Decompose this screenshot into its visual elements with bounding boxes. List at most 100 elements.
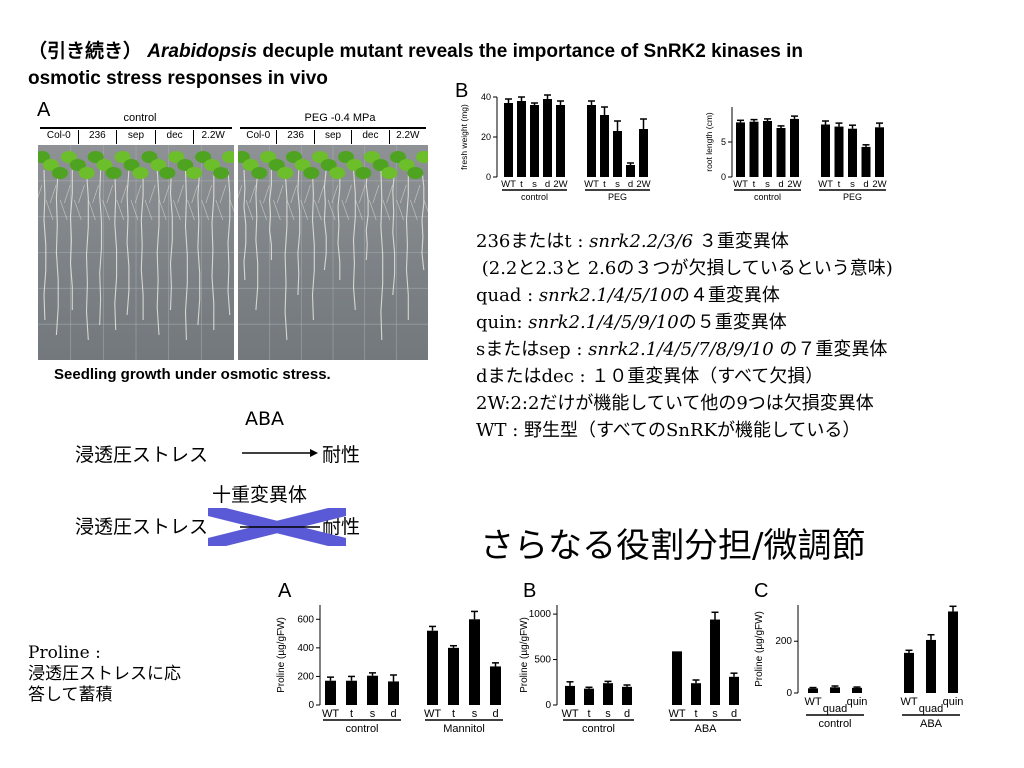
root-branch: [317, 184, 336, 221]
pro-a-bar: [346, 680, 357, 705]
root-branch: [238, 184, 254, 221]
fw-y-tick-label: 20: [481, 132, 491, 142]
pro-b-bar: [691, 683, 701, 705]
seedling-leaf: [312, 151, 328, 163]
pro-c-y-label: Proline (µg/gFW): [754, 611, 765, 687]
rl-bar: [821, 124, 830, 177]
diagram-row1-tolerance: 耐性: [322, 444, 361, 466]
fw-y-tick-label: 40: [481, 92, 491, 102]
fw-x-tick-label: t: [520, 179, 523, 190]
root-line: [284, 169, 288, 341]
pro-b-x-tick-label: t: [587, 708, 590, 720]
description-segment: snrk2.1/4/5/10: [538, 285, 672, 306]
rl-bar: [790, 118, 799, 177]
description-segment: snrk2.1/4/5/7/8/9/10: [588, 339, 774, 360]
rl-x-tick-label: s: [850, 179, 855, 190]
root-line: [269, 169, 272, 260]
rl-x-tick-label: d: [863, 179, 868, 190]
chart-proline-mannitol: 0 200 400 600 Proline (µg/gFW) A WT t s d control W…: [276, 580, 503, 735]
rl-y-tick-label: 5: [721, 137, 726, 147]
pro-a-bar: [325, 680, 336, 705]
description-segment: WT : 野生型（すべてのSnRKが機能している）: [476, 420, 861, 441]
description-segment: の５重変異体: [678, 312, 787, 333]
seedling-leaf: [186, 167, 203, 179]
rl-bar: [736, 122, 745, 177]
pro-c-panel-letter: C: [754, 580, 768, 602]
diagram-row1-stress: 浸透圧ストレス: [75, 444, 209, 466]
root-line: [55, 169, 59, 336]
pro-c-group-sublabel: quad: [919, 703, 943, 715]
seedling-leaf: [416, 151, 428, 163]
rl-y-tick-label: 0: [721, 172, 726, 182]
root-branch: [134, 184, 153, 221]
seedling-leaf: [204, 159, 221, 171]
pro-b-x-tick-label: WT: [668, 708, 685, 720]
rl-x-tick-label: d: [778, 179, 783, 190]
description-segment: (2.2と2.3と 2.6の３つが欠損しているという意味): [476, 258, 893, 279]
rl-bar: [848, 128, 857, 177]
root-branch: [290, 184, 309, 221]
seedling-leaf: [60, 151, 77, 163]
description-line: 236またはt : snrk2.2/3/6 ３重変異体: [476, 228, 893, 255]
pro-c-bar: [904, 652, 914, 693]
root-line: [156, 169, 160, 336]
root-line: [69, 169, 73, 310]
seedling-leaf: [222, 151, 234, 163]
rl-x-tick-label: t: [753, 179, 756, 190]
title-italic-genus: Arabidopsis: [147, 41, 258, 62]
root-branch: [263, 184, 281, 221]
pro-a-y-label: Proline (µg/gFW): [276, 617, 287, 693]
description-segment: 236または: [476, 231, 565, 252]
description-line: quad : snrk2.1/4/5/10の４重変異体: [476, 282, 893, 309]
pro-b-bar: [603, 683, 613, 705]
pro-b-group-label: ABA: [694, 723, 717, 735]
rl-group-label: control: [754, 192, 781, 202]
seedling-leaf: [381, 167, 398, 179]
root-branch: [205, 184, 224, 221]
pro-a-group-label: control: [345, 723, 378, 735]
seedling-leaf: [320, 159, 337, 171]
rl-bar: [749, 121, 759, 177]
seedling-leaf: [105, 167, 122, 179]
pro-b-x-tick-label: d: [624, 708, 630, 720]
seedling-photo-control: [38, 145, 234, 360]
description-segment: snrk2.2/3/6: [589, 231, 694, 252]
pro-a-x-tick-label: s: [370, 708, 376, 720]
root-branch: [63, 184, 82, 221]
pro-b-group-label: control: [582, 723, 615, 735]
root-line: [352, 169, 356, 311]
root-line: [421, 169, 425, 271]
seedling-leaf: [346, 159, 363, 171]
photo-right-label: 236: [276, 130, 313, 144]
seedling-leaf: [260, 151, 276, 163]
rl-x-tick-label: WT: [733, 179, 748, 190]
seedling-leaf: [329, 167, 346, 179]
pro-c-x-tick-label: quin: [943, 696, 964, 708]
seedling-leaf: [78, 167, 95, 179]
seedling-leaf: [87, 151, 104, 163]
seedling-leaf: [195, 151, 212, 163]
figure-b-letter: B: [455, 80, 469, 102]
root-branch: [49, 184, 68, 221]
root-branch: [345, 184, 363, 221]
root-branch: [413, 184, 428, 213]
description-line: WT : 野生型（すべてのSnRKが機能している）: [476, 417, 893, 444]
seedling-leaf: [364, 151, 380, 163]
pro-a-x-tick-label: t: [452, 708, 455, 720]
pro-a-x-tick-label: d: [390, 708, 396, 720]
description-segment: の４重変異体: [671, 285, 780, 306]
pro-c-x-tick-label: WT: [900, 696, 917, 708]
fw-x-tick-label: 2W: [553, 179, 567, 190]
fw-x-tick-label: WT: [501, 179, 516, 190]
pro-a-panel-letter: A: [278, 580, 292, 602]
pro-b-x-tick-label: t: [694, 708, 697, 720]
pro-a-bar: [448, 647, 459, 705]
fw-bar: [613, 131, 622, 177]
pro-b-y-tick-label: 500: [534, 655, 551, 666]
rl-x-tick-label: 2W: [872, 179, 886, 190]
seedling-leaf: [294, 159, 311, 171]
seedling-leaf: [268, 159, 285, 171]
root-branch: [304, 184, 322, 221]
description-line: quin: snrk2.1/4/5/9/10の５重変異体: [476, 309, 893, 336]
root-branch: [249, 184, 268, 221]
